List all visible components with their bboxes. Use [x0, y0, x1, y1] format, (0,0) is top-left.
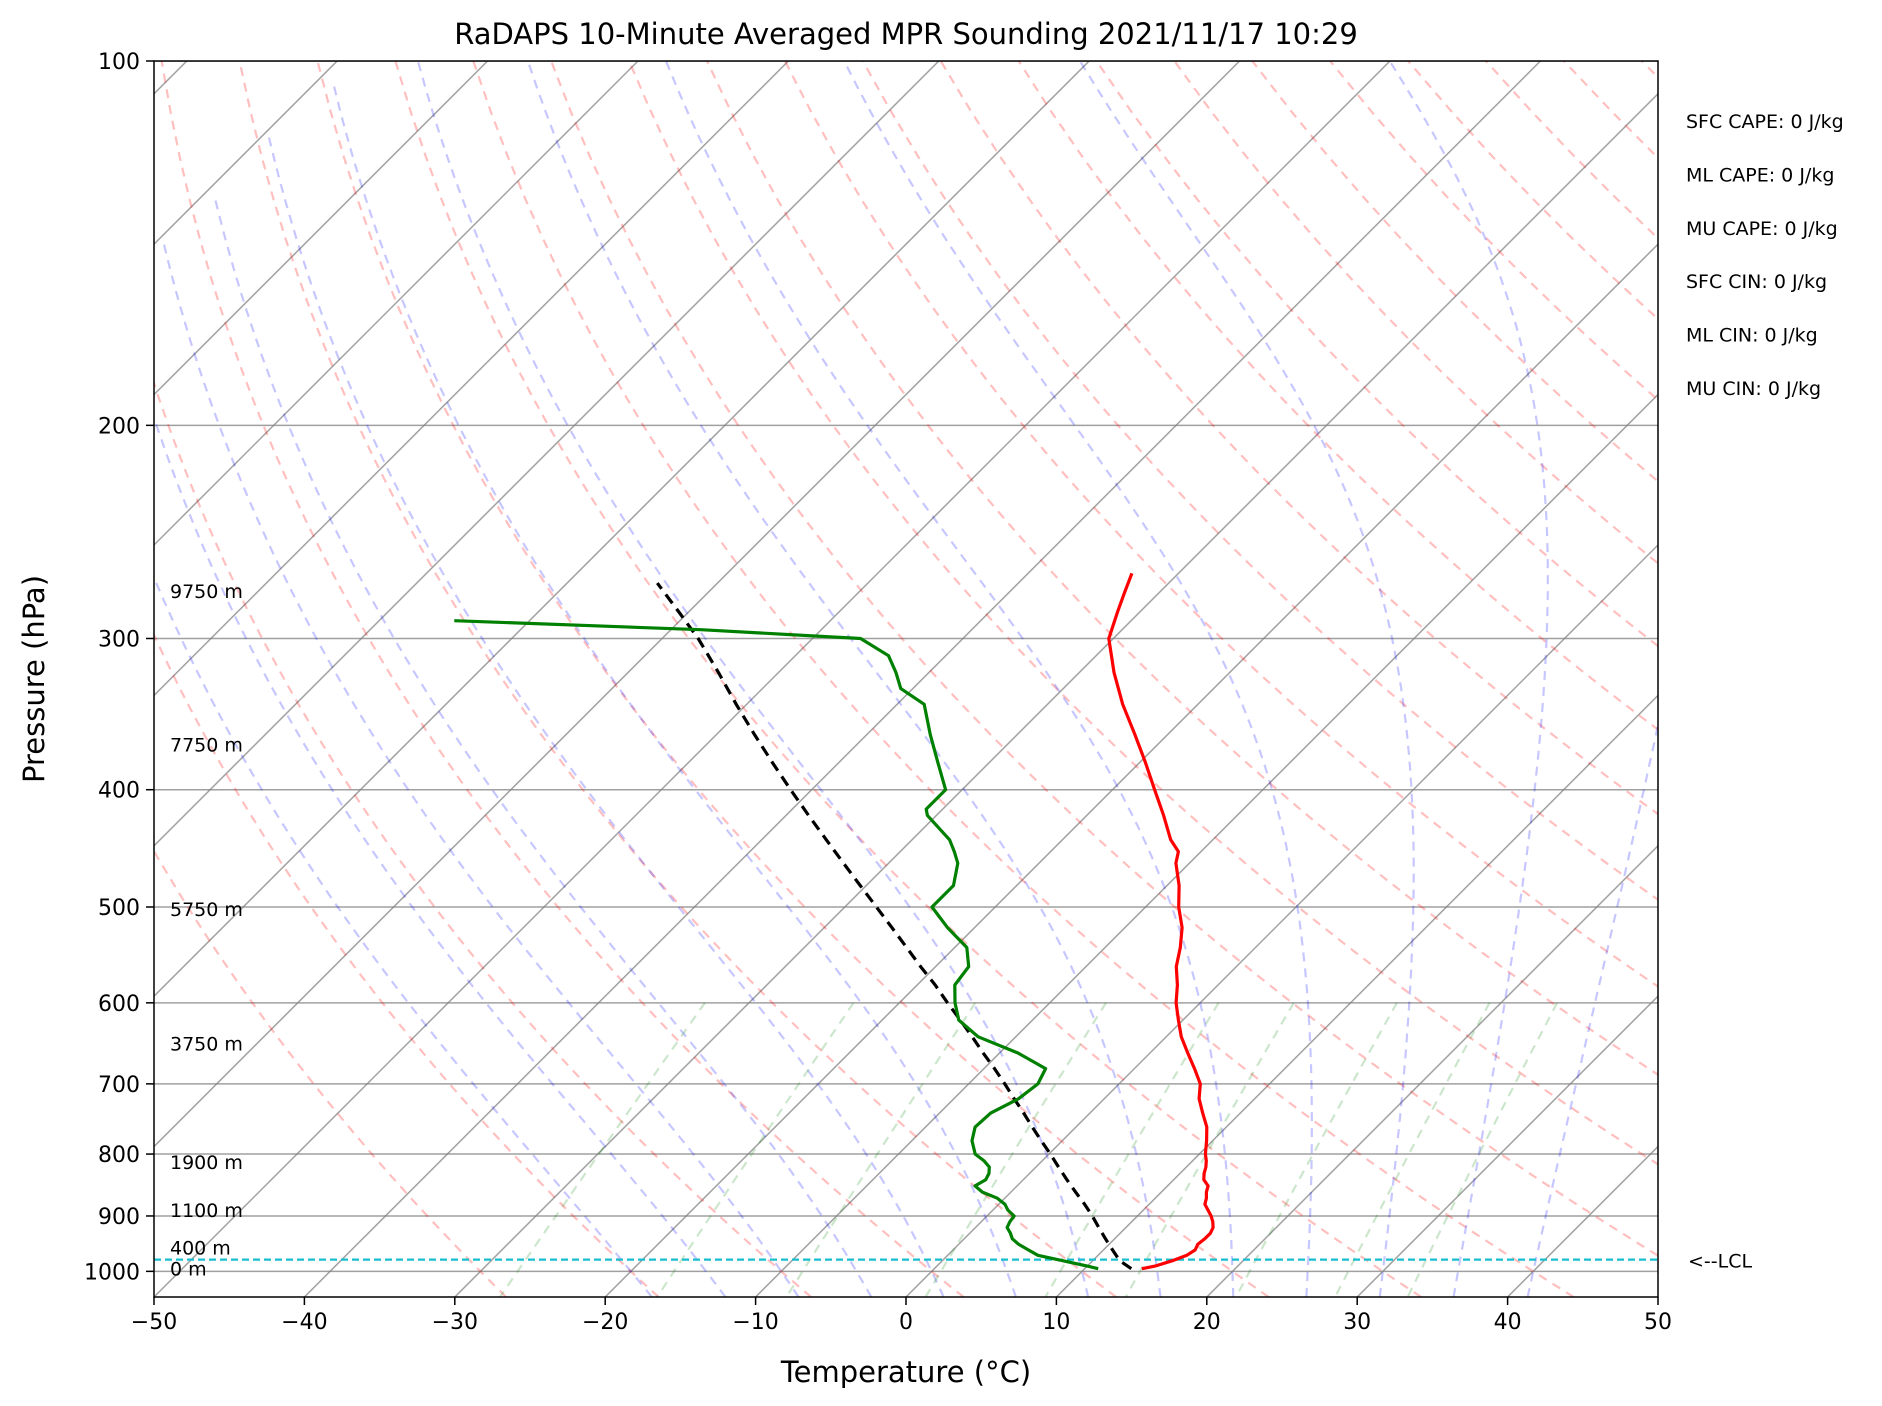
x-tick-label: 10 [1042, 1310, 1070, 1335]
stability-index-label: SFC CIN: 0 J/kg [1686, 271, 1827, 293]
dry-adiabat [1173, 61, 1658, 565]
isotherm-20 [1206, 844, 1658, 1297]
y-tick-label: 300 [98, 627, 140, 652]
stability-index-label: MU CIN: 0 J/kg [1686, 378, 1821, 400]
moist-adiabat [843, 61, 1313, 1297]
moist-adiabat [154, 574, 653, 1297]
x-tick-label: 30 [1343, 1310, 1371, 1335]
y-tick-label: 700 [98, 1073, 140, 1098]
dry-adiabat [783, 61, 1658, 988]
height-label: 400 m [170, 1238, 231, 1260]
isotherm-30 [1356, 995, 1658, 1297]
isotherm--30 [454, 92, 1658, 1297]
isotherm--60 [154, 61, 1241, 1148]
y-tick-label: 600 [98, 992, 140, 1017]
height-label: 9750 m [170, 581, 243, 603]
isotherm--70 [154, 61, 1090, 998]
mixing-ratio-line [1044, 1002, 1220, 1297]
mixing-ratio-line [498, 1002, 706, 1297]
x-tick-label: 20 [1193, 1310, 1221, 1335]
x-tick-label: 50 [1644, 1310, 1672, 1335]
mixing-ratio-line [656, 1002, 855, 1297]
axis-ticks-group: −50 −40 −30 −20 −10 0 10 20 30 40 50 100 200 300 400 50… [84, 50, 1672, 1335]
dry-adiabat [706, 61, 1658, 1077]
y-tick-label: 400 [98, 779, 140, 804]
data-lines-group [154, 572, 1658, 1271]
dry-adiabat [628, 61, 1658, 1166]
dry-adiabat [394, 61, 1422, 1297]
y-tick-label: 1000 [84, 1260, 140, 1285]
isotherm--80 [154, 61, 940, 847]
x-tick-label: −50 [131, 1310, 177, 1335]
mixing-ratio-line [1334, 1002, 1491, 1297]
dry-adiabat [154, 632, 660, 1297]
dewpoint-profile-line [454, 619, 1099, 1271]
moist-adiabat [1388, 61, 1549, 1297]
dry-adiabat [154, 379, 812, 1297]
height-label: 1100 m [170, 1200, 243, 1222]
moist-adiabat [154, 414, 727, 1297]
dry-adiabat [154, 849, 507, 1297]
x-axis-title: Temperature (°C) [780, 1355, 1031, 1389]
dry-adiabat [939, 61, 1658, 816]
x-tick-label: 0 [899, 1310, 913, 1335]
y-tick-label: 900 [98, 1205, 140, 1230]
isotherm--40 [303, 61, 1541, 1297]
dry-adiabat [550, 61, 1658, 1257]
y-tick-label: 100 [98, 50, 140, 75]
stability-index-label: ML CIN: 0 J/kg [1686, 325, 1818, 347]
mixing-ratio-line [1235, 1002, 1398, 1297]
stability-index-label: SFC CAPE: 0 J/kg [1686, 111, 1844, 133]
moist-adiabat [267, 134, 945, 1297]
isotherm--50 [154, 61, 1391, 1297]
x-tick-label: −10 [732, 1310, 778, 1335]
y-tick-label: 500 [98, 896, 140, 921]
isotherm--100 [154, 61, 639, 547]
temperature-profile-line [1107, 572, 1215, 1271]
dry-adiabat [316, 61, 1270, 1297]
height-label: 7750 m [170, 734, 243, 756]
lcl-label: <--LCL [1688, 1251, 1752, 1273]
isotherm-0 [905, 543, 1658, 1297]
height-label: 1900 m [170, 1152, 243, 1174]
dry-adiabat [472, 61, 1575, 1297]
isotherm--110 [154, 61, 489, 396]
x-tick-label: −20 [582, 1310, 628, 1335]
moist-adiabat [664, 61, 1235, 1297]
background-lines-group [154, 61, 1658, 1297]
mixing-ratio-line [785, 1002, 977, 1297]
isotherm--90 [154, 61, 789, 697]
dry-adiabat [160, 61, 965, 1297]
height-label: 5750 m [170, 899, 243, 921]
mixing-ratio-line [1124, 1002, 1295, 1297]
moist-adiabat [1078, 61, 1415, 1297]
moist-adiabat [526, 61, 1162, 1297]
x-tick-label: 40 [1494, 1310, 1522, 1335]
moist-adiabat [333, 86, 1017, 1297]
isotherm--20 [604, 243, 1658, 1297]
moist-adiabat [161, 237, 800, 1297]
isotherm-10 [1055, 694, 1658, 1297]
moist-adiabat [214, 198, 873, 1297]
y-axis-title: Pressure (hPa) [17, 575, 51, 783]
stability-index-label: ML CAPE: 0 J/kg [1686, 164, 1834, 186]
chart-title: RaDAPS 10-Minute Averaged MPR Sounding 2… [454, 17, 1358, 51]
moist-adiabat [1526, 719, 1658, 1297]
mixing-ratio-line [1406, 1002, 1559, 1297]
y-tick-label: 800 [98, 1143, 140, 1168]
dry-adiabat [238, 61, 1117, 1297]
mixing-ratio-line [924, 1002, 1107, 1297]
stability-index-label: MU CAPE: 0 J/kg [1686, 218, 1838, 240]
x-tick-label: −30 [432, 1310, 478, 1335]
isotherm--10 [755, 393, 1658, 1297]
x-tick-label: −40 [281, 1310, 327, 1335]
y-tick-label: 200 [98, 414, 140, 439]
height-label: 0 m [170, 1259, 207, 1281]
height-label: 3750 m [170, 1033, 243, 1055]
